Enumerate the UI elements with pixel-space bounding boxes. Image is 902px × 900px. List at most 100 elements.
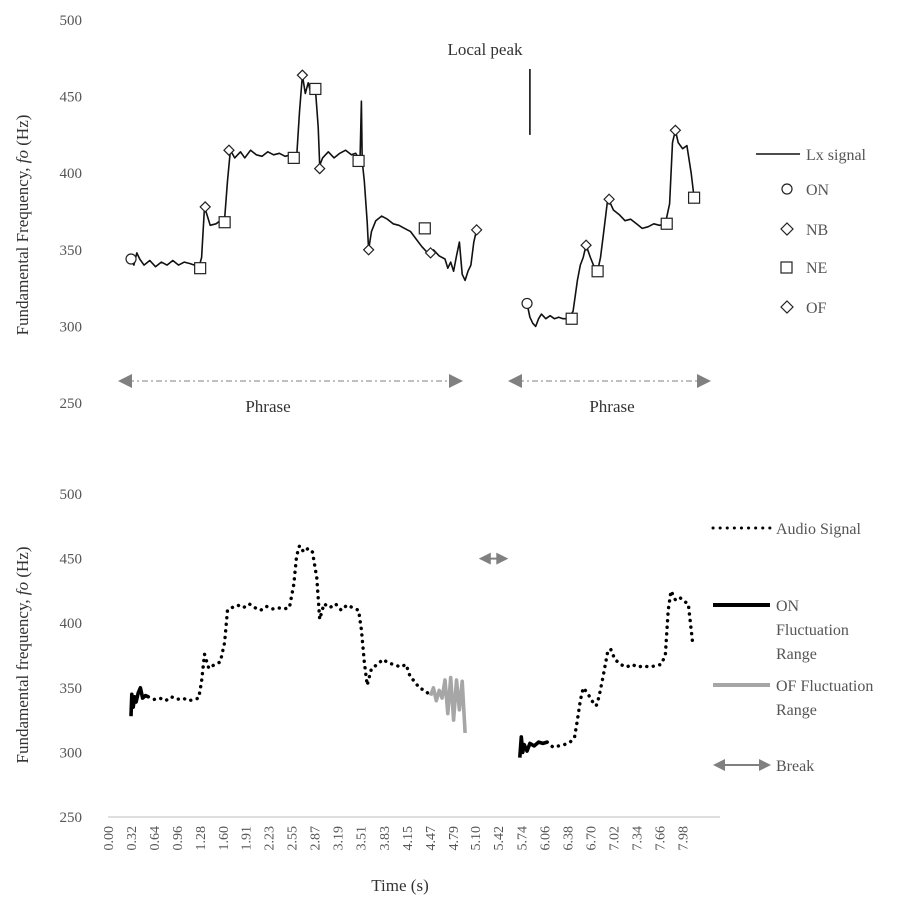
bottom-x-axis-ticks: 0.00 0.32 0.64 0.96 1.28 1.60 1.91 2.23 2.55 2.87… xyxy=(102,826,692,851)
legend-audio-label: Audio Signal xyxy=(776,521,861,538)
top-markers xyxy=(125,69,701,325)
ne-marker xyxy=(352,154,365,168)
bottom-y-tick-label: 500 xyxy=(60,487,83,503)
on-marker xyxy=(125,253,137,265)
bottom-x-tick-label: 1.60 xyxy=(217,826,232,851)
audio-signal-line xyxy=(545,585,695,750)
bottom-x-tick-label: 6.70 xyxy=(584,826,599,851)
legend-of-range-label: OF Fluctuation Range xyxy=(776,678,877,719)
phrase-label-1: Phrase xyxy=(245,397,290,416)
nb-marker xyxy=(424,247,437,259)
legend-on-range-label: ON Fluctuation Range xyxy=(776,598,853,663)
top-y-tick-label: 250 xyxy=(60,396,83,412)
bottom-x-tick-label: 4.47 xyxy=(424,826,439,851)
lx-signal-line xyxy=(526,129,695,328)
top-y-tick-label: 300 xyxy=(60,319,83,335)
nb-marker xyxy=(199,201,212,213)
nb-marker xyxy=(296,69,309,82)
bottom-series xyxy=(129,541,695,758)
phrase-label-2: Phrase xyxy=(589,397,634,416)
bottom-x-tick-label: 5.42 xyxy=(492,826,507,851)
phrase-arrow-1 xyxy=(118,374,463,388)
legend-break-arrow-right xyxy=(759,759,771,771)
top-y-axis-ticks: 250 300 350 400 450 500 xyxy=(60,13,83,412)
bottom-x-axis-label: Time (s) xyxy=(371,876,428,895)
top-y-tick-label: 500 xyxy=(60,13,83,29)
top-y-tick-label: 350 xyxy=(60,243,83,259)
on-fluctuation-line xyxy=(129,685,149,717)
legend-of-label: OF xyxy=(806,300,827,317)
top-y-tick-label: 400 xyxy=(60,166,83,182)
legend-on-label: ON xyxy=(806,182,830,199)
ne-marker xyxy=(418,222,431,235)
bottom-x-tick-label: 7.34 xyxy=(631,826,646,851)
bottom-x-tick-label: 4.15 xyxy=(401,826,416,851)
bottom-legend: Audio Signal ON Fluctuation Range OF Flu… xyxy=(711,521,877,775)
nb-marker xyxy=(669,124,682,137)
bottom-y-tick-label: 350 xyxy=(60,681,83,697)
bottom-x-tick-label: 2.87 xyxy=(309,826,324,851)
legend-break-arrow-left xyxy=(713,759,725,771)
bottom-x-tick-label: 0.96 xyxy=(171,826,186,851)
nb-marker xyxy=(580,239,592,252)
lx-signal-line xyxy=(130,74,478,282)
bottom-y-tick-label: 450 xyxy=(60,552,83,568)
ne-marker xyxy=(591,265,604,278)
bottom-x-tick-label: 2.23 xyxy=(263,826,278,851)
top-y-tick-label: 450 xyxy=(60,90,83,106)
bottom-x-tick-label: 2.55 xyxy=(286,826,301,851)
nb-marker xyxy=(223,144,235,157)
legend-ne-marker xyxy=(780,261,793,274)
bottom-x-tick-label: 7.98 xyxy=(677,826,692,851)
bottom-chart: 250 300 350 400 450 500 0.00 0.32 0.64 0.96 1.28 1… xyxy=(13,487,877,895)
bottom-x-tick-label: 7.02 xyxy=(607,826,622,851)
nb-marker xyxy=(313,162,326,175)
bottom-x-tick-label: 5.74 xyxy=(515,826,530,851)
top-y-axis-label: Fundamental Frequency, fo (Hz) xyxy=(13,115,32,336)
bottom-x-tick-label: 0.32 xyxy=(125,826,140,851)
bottom-x-tick-label: 6.38 xyxy=(561,826,576,851)
bottom-x-tick-label: 0.64 xyxy=(148,826,163,851)
nb-marker xyxy=(470,224,483,236)
bottom-x-tick-label: 7.66 xyxy=(654,826,669,851)
bottom-y-tick-label: 300 xyxy=(60,745,83,761)
bottom-x-tick-label: 1.91 xyxy=(240,826,255,851)
bottom-x-tick-label: 3.19 xyxy=(332,826,347,851)
ne-marker xyxy=(565,312,578,325)
bottom-y-tick-label: 250 xyxy=(60,810,83,826)
bottom-x-tick-label: 4.79 xyxy=(447,826,462,851)
bottom-x-tick-label: 3.51 xyxy=(355,826,370,851)
of-fluctuation-line xyxy=(428,675,467,734)
ne-marker xyxy=(309,82,322,96)
break-arrow-left xyxy=(478,552,491,565)
legend-ne-label: NE xyxy=(806,260,827,277)
ne-marker xyxy=(218,216,231,229)
nb-marker xyxy=(603,193,615,206)
ne-marker xyxy=(194,262,207,275)
legend-nb-label: NB xyxy=(806,222,828,239)
ne-marker xyxy=(287,151,300,164)
bottom-x-tick-label: 0.00 xyxy=(102,826,117,851)
legend-nb-marker xyxy=(780,222,794,236)
bottom-x-tick-label: 5.10 xyxy=(469,826,484,851)
bottom-y-tick-label: 400 xyxy=(60,616,83,632)
ne-marker xyxy=(660,217,673,230)
local-peak-annotation: Local peak xyxy=(447,40,523,59)
phrase-arrow-2 xyxy=(508,374,711,388)
bottom-y-axis-label: Fundamental frequency, fo (Hz) xyxy=(13,546,32,763)
top-legend: Lx signal ON NB NE OF xyxy=(756,147,867,317)
legend-on-marker xyxy=(781,183,793,195)
legend-of-marker xyxy=(780,300,794,314)
nb-marker xyxy=(362,243,375,256)
top-chart: 250 300 350 400 450 500 Fundamental Frequency… xyxy=(13,13,867,416)
break-arrow-right xyxy=(496,552,509,565)
bottom-x-tick-label: 3.83 xyxy=(378,826,393,851)
bottom-x-tick-label: 6.06 xyxy=(538,826,553,851)
on-fluctuation-line xyxy=(518,735,548,758)
ne-marker xyxy=(687,191,701,204)
on-marker xyxy=(521,297,533,310)
audio-signal-line xyxy=(146,541,433,703)
legend-break-label: Break xyxy=(776,758,814,775)
legend-lx-label: Lx signal xyxy=(806,147,867,164)
